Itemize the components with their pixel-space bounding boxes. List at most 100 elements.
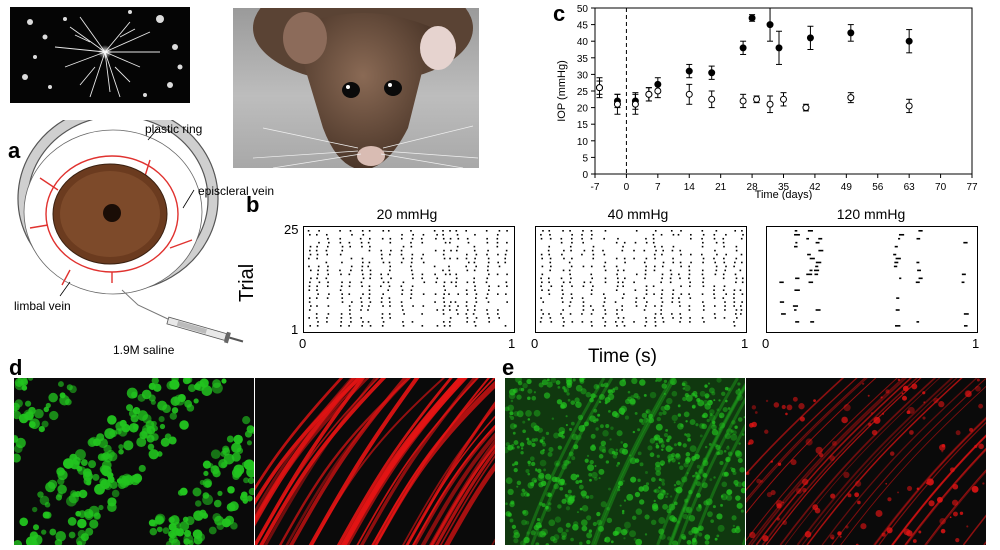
debris-dot — [754, 411, 758, 414]
cell — [123, 440, 134, 451]
debris-dot — [959, 511, 964, 515]
cell — [668, 503, 676, 511]
spike — [326, 245, 329, 248]
spike — [645, 285, 648, 288]
axon-fiber — [761, 378, 918, 545]
spike — [604, 309, 606, 311]
cell — [505, 477, 513, 484]
spike — [779, 301, 785, 303]
cell — [544, 473, 552, 480]
spike — [725, 253, 727, 256]
axon-fiber — [259, 378, 387, 545]
cell — [522, 383, 528, 389]
debris-dot — [785, 412, 788, 416]
spike — [436, 277, 439, 280]
cell — [233, 434, 243, 445]
cell — [696, 398, 701, 402]
spike — [456, 233, 459, 236]
spike — [487, 269, 489, 272]
spike — [389, 265, 391, 268]
spike — [506, 241, 508, 244]
spike — [660, 309, 662, 311]
debris-dot — [798, 403, 805, 410]
cell — [688, 515, 696, 522]
spike — [689, 285, 691, 288]
spike — [616, 277, 619, 280]
cell — [720, 495, 724, 498]
spike — [435, 237, 437, 240]
cell — [661, 482, 666, 486]
spike — [713, 237, 716, 240]
spike — [541, 289, 543, 291]
cell — [217, 490, 223, 496]
debris-dot — [885, 389, 890, 394]
spike — [369, 325, 372, 327]
panel-e-red-image — [746, 378, 986, 545]
cell — [709, 413, 713, 417]
cell — [629, 457, 637, 465]
cell — [704, 393, 710, 399]
spike — [733, 293, 735, 295]
data-point-filled — [847, 29, 855, 37]
spike — [963, 313, 969, 315]
cell — [162, 527, 170, 534]
cell — [573, 444, 579, 450]
spike — [654, 325, 657, 327]
spike — [540, 285, 542, 288]
spike — [714, 305, 716, 307]
spike — [809, 269, 813, 272]
cell — [575, 434, 582, 441]
spike — [961, 281, 965, 284]
cell — [132, 407, 141, 415]
x-tick-label: 7 — [655, 182, 661, 193]
cell — [715, 444, 721, 451]
spike — [317, 265, 320, 268]
spike — [542, 313, 544, 315]
spike — [422, 293, 425, 295]
cell — [666, 492, 669, 496]
spike — [563, 257, 565, 260]
spike — [349, 313, 351, 315]
cell — [151, 378, 159, 385]
cell — [609, 438, 612, 441]
cell — [575, 480, 580, 484]
spike — [412, 277, 414, 280]
spike — [550, 265, 552, 268]
spike — [456, 257, 459, 260]
spike — [792, 305, 799, 307]
episcleral-veins — [29, 159, 193, 292]
cell — [505, 406, 510, 412]
cell — [659, 533, 666, 540]
spike — [309, 305, 312, 307]
spike — [465, 313, 468, 315]
cell — [673, 421, 676, 424]
cell — [607, 393, 615, 401]
spike — [436, 309, 439, 311]
spike — [488, 273, 490, 276]
cell — [158, 416, 165, 423]
spike — [616, 325, 618, 327]
cell — [510, 416, 515, 421]
cell — [709, 414, 716, 422]
spike — [457, 293, 460, 295]
cell — [631, 378, 638, 385]
spike — [680, 253, 682, 256]
cell — [536, 517, 541, 522]
cell — [660, 440, 665, 444]
cell — [655, 423, 663, 431]
spike — [604, 297, 606, 299]
cell — [533, 479, 537, 483]
cell — [612, 454, 618, 459]
spike — [368, 305, 370, 307]
spike — [808, 281, 814, 284]
spike — [360, 301, 363, 303]
debris-dot — [966, 525, 969, 528]
cell — [671, 414, 678, 422]
spike — [369, 301, 372, 303]
spike — [444, 241, 447, 244]
cell — [204, 480, 212, 488]
spike — [380, 301, 383, 303]
spike — [563, 321, 565, 323]
spike — [325, 233, 328, 236]
debris-dot — [770, 460, 773, 463]
